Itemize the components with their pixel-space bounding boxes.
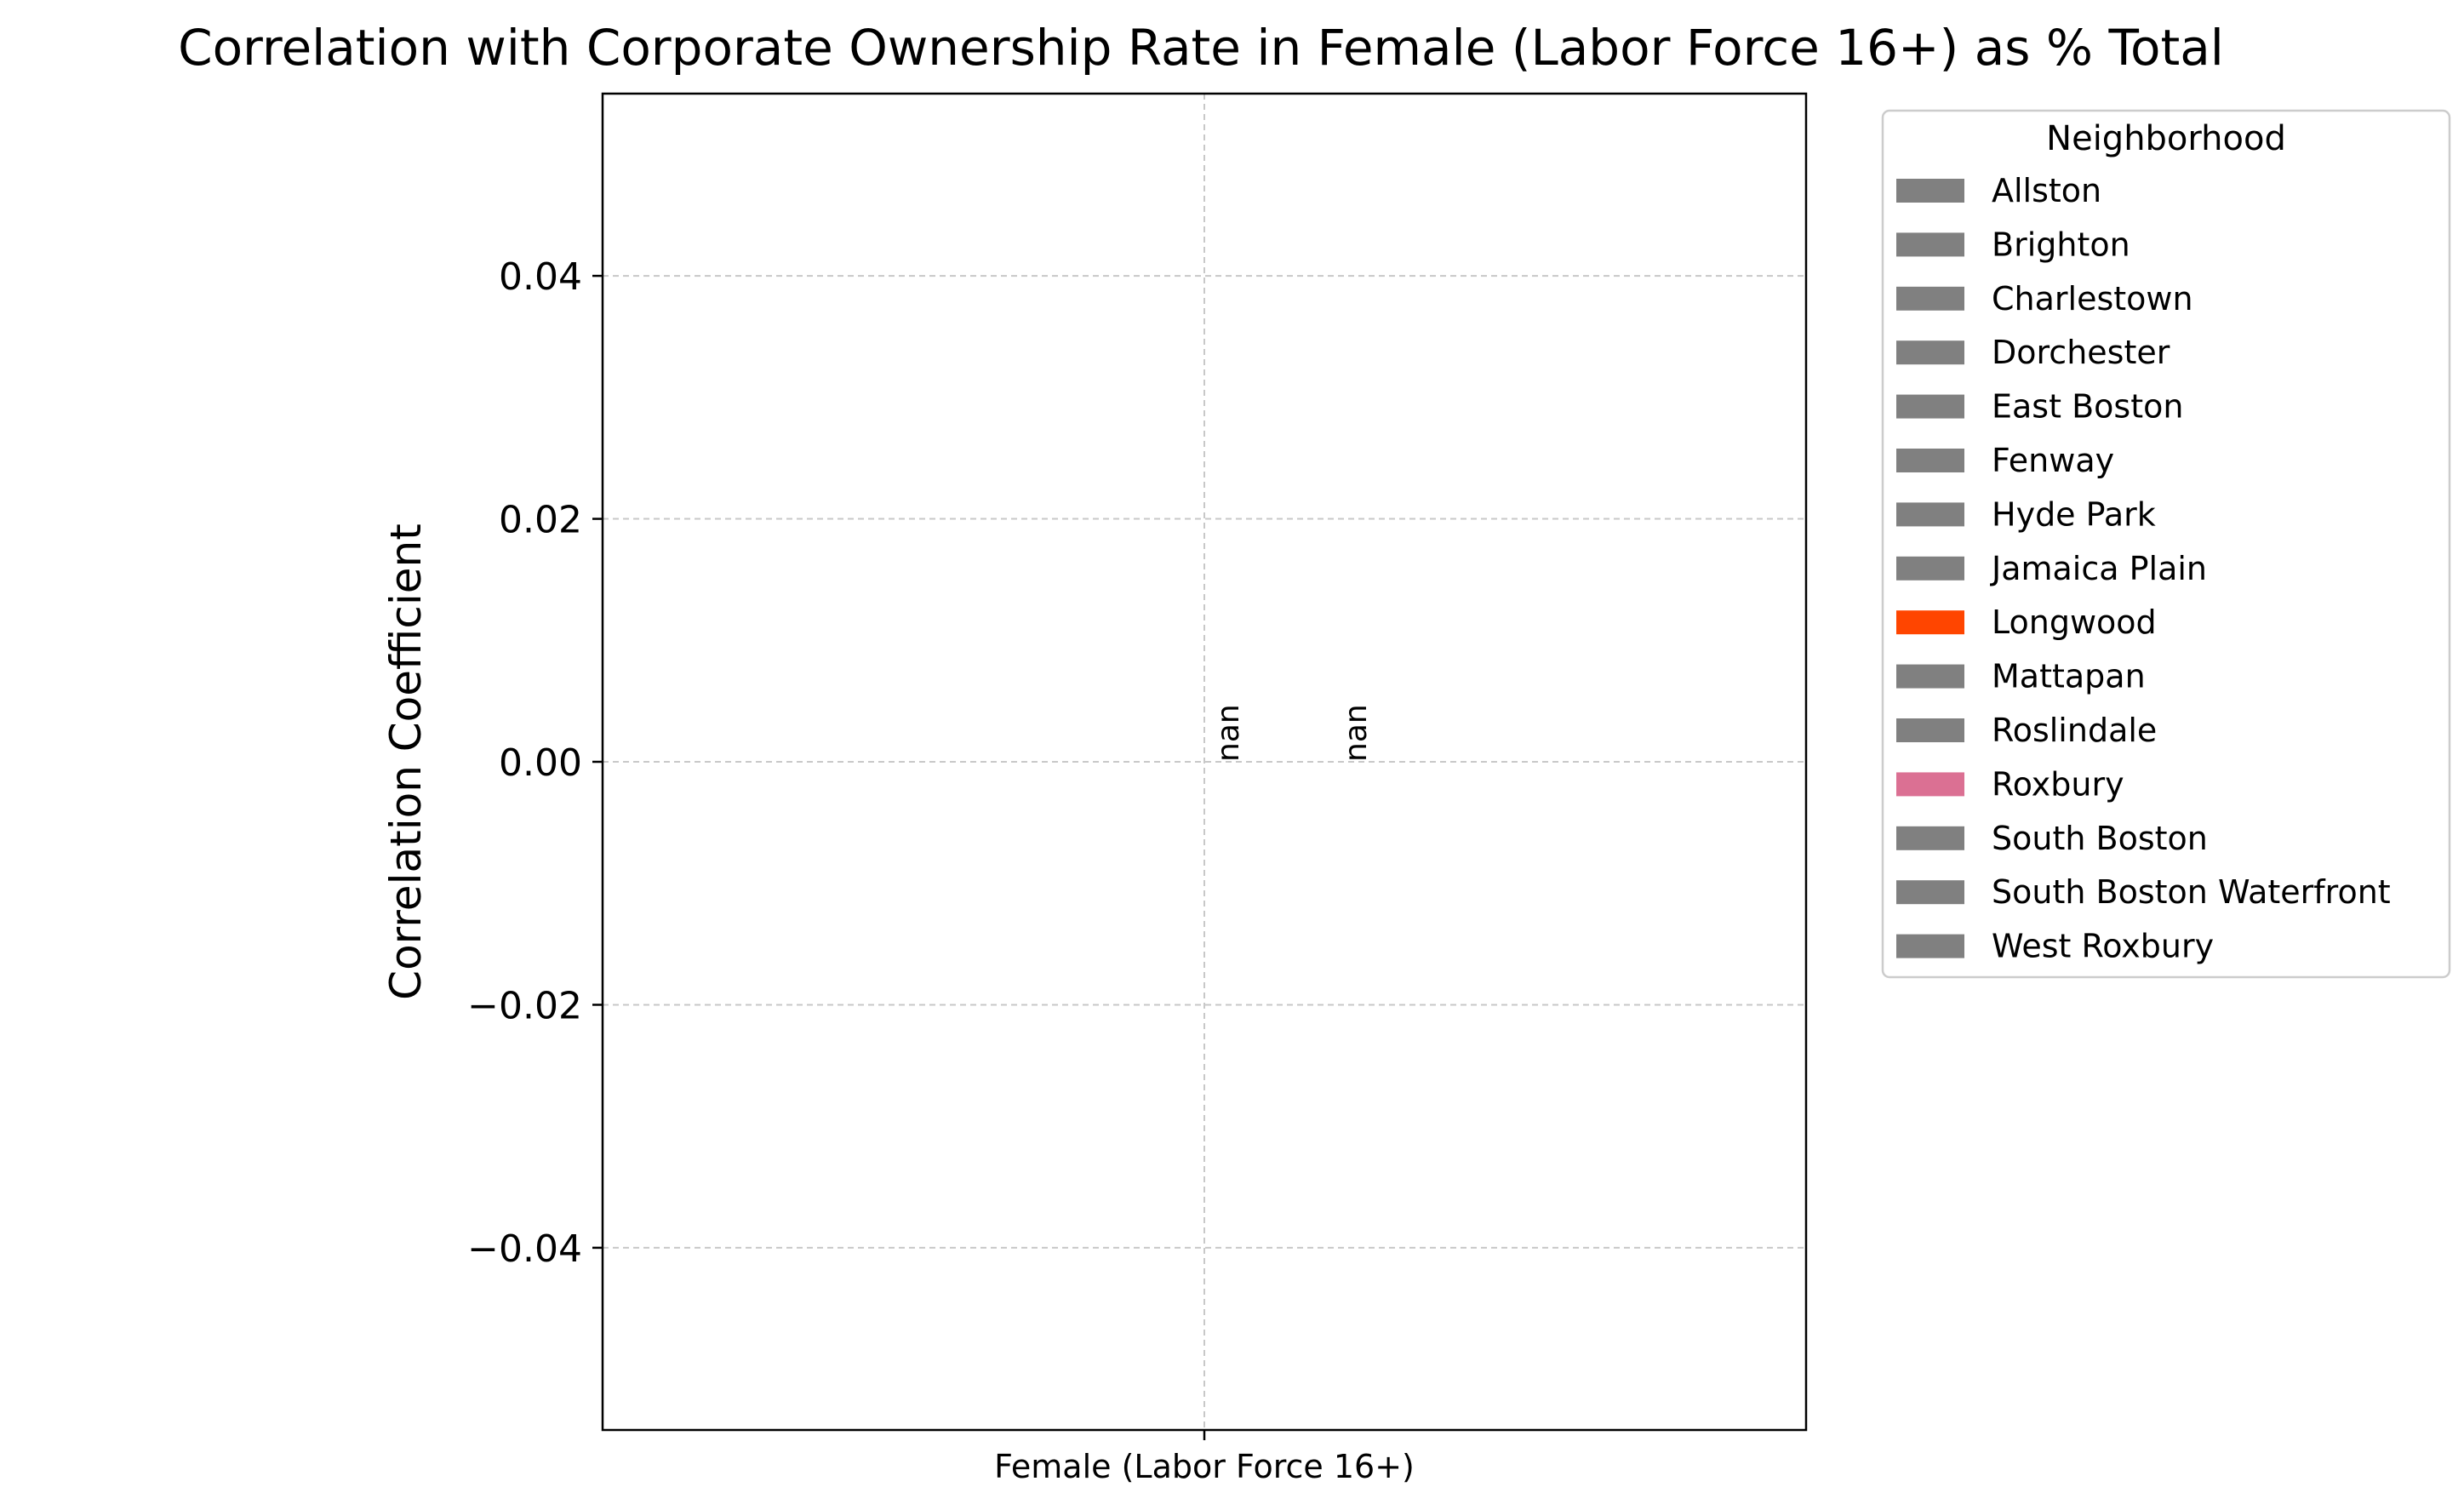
legend-swatch xyxy=(1896,934,1964,958)
legend-swatch xyxy=(1896,556,1964,581)
legend-swatch xyxy=(1896,502,1964,527)
legend-label: Roslindale xyxy=(1992,712,2157,749)
y-axis-label: Correlation Coefficient xyxy=(381,523,431,1000)
legend-swatch xyxy=(1896,394,1964,419)
legend-label: South Boston Waterfront xyxy=(1992,873,2391,911)
chart-title: Correlation with Corporate Ownership Rat… xyxy=(178,19,2224,77)
legend-label: Allston xyxy=(1992,172,2101,209)
legend-swatch xyxy=(1896,718,1964,742)
plot-frame xyxy=(601,92,1808,1432)
data-label: nan xyxy=(1211,704,1246,762)
legend-frame xyxy=(1881,109,2451,979)
legend-swatch xyxy=(1896,826,1964,850)
legend-swatch xyxy=(1896,449,1964,472)
legend-label: Dorchester xyxy=(1992,334,2170,371)
legend-swatch xyxy=(1896,772,1964,797)
legend-label: South Boston xyxy=(1992,820,2208,857)
legend-label: Brighton xyxy=(1992,226,2130,263)
plot-area: −0.04 −0.02 0.00 0.02 0.04 Female (Labor Forc… xyxy=(467,94,1806,1485)
legend-label: Hyde Park xyxy=(1992,495,2156,533)
legend-swatch xyxy=(1896,179,1964,203)
legend-label: Fenway xyxy=(1992,442,2114,479)
legend-label: East Boston xyxy=(1992,388,2183,426)
legend-swatch xyxy=(1896,232,1964,257)
legend-swatch xyxy=(1896,664,1964,689)
legend-swatch xyxy=(1896,880,1964,905)
legend: Neighborhood Allston Brighton Charlestown D… xyxy=(1881,109,2451,979)
legend-label: Mattapan xyxy=(1992,658,2146,695)
legend-label: West Roxbury xyxy=(1992,928,2214,965)
y-tick-label: 0.02 xyxy=(499,499,582,542)
y-tick-label: −0.02 xyxy=(467,984,582,1027)
legend-title: Neighborhood xyxy=(2046,119,2286,158)
legend-swatch xyxy=(1896,610,1964,635)
data-label: nan xyxy=(1339,704,1374,762)
legend-label: Longwood xyxy=(1992,603,2157,641)
legend-swatch xyxy=(1896,286,1964,311)
y-tick-label: 0.00 xyxy=(499,741,582,785)
legend-swatch xyxy=(1896,340,1964,365)
y-tick-label: 0.04 xyxy=(499,255,582,299)
legend-label: Roxbury xyxy=(1992,765,2124,803)
legend-label: Charlestown xyxy=(1992,280,2193,317)
y-tick-label: −0.04 xyxy=(467,1227,582,1271)
legend-label: Jamaica Plain xyxy=(1990,550,2207,587)
x-tick-label: Female (Labor Force 16+) xyxy=(994,1448,1415,1485)
